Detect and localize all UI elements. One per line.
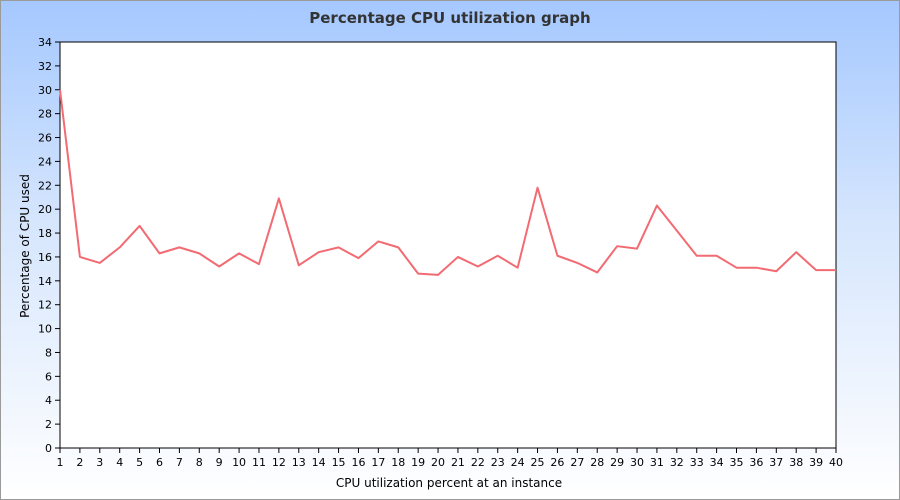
y-tick-label: 0	[45, 442, 52, 455]
x-tick-label: 11	[252, 456, 266, 469]
x-tick-label: 23	[491, 456, 505, 469]
y-tick-label: 34	[38, 36, 52, 49]
x-tick-label: 27	[570, 456, 584, 469]
y-tick-label: 30	[38, 84, 52, 97]
x-tick-label: 10	[232, 456, 246, 469]
x-tick-label: 9	[216, 456, 223, 469]
x-tick-label: 1	[57, 456, 64, 469]
x-tick-label: 36	[749, 456, 763, 469]
y-tick-label: 24	[38, 155, 52, 168]
y-tick-label: 14	[38, 275, 52, 288]
x-tick-label: 29	[610, 456, 624, 469]
x-tick-label: 15	[332, 456, 346, 469]
y-tick-label: 10	[38, 323, 52, 336]
x-axis-label: CPU utilization percent at an instance	[335, 476, 563, 490]
x-tick-label: 18	[391, 456, 405, 469]
y-tick-label: 4	[45, 394, 52, 407]
plot-area	[59, 41, 837, 449]
x-tick-label: 6	[156, 456, 163, 469]
y-tick-label: 32	[38, 60, 52, 73]
x-tick-label: 3	[96, 456, 103, 469]
y-tick-label: 16	[38, 251, 52, 264]
x-tick-label: 14	[312, 456, 326, 469]
x-tick-label: 24	[511, 456, 525, 469]
x-tick-label: 33	[690, 456, 704, 469]
x-tick-label: 31	[650, 456, 664, 469]
series-line	[59, 89, 836, 276]
x-tick-label: 2	[76, 456, 83, 469]
y-tick-label: 12	[38, 299, 52, 312]
x-tick-label: 28	[590, 456, 604, 469]
x-tick-label: 16	[351, 456, 365, 469]
x-tick-label: 7	[176, 456, 183, 469]
x-tick-label: 30	[630, 456, 644, 469]
x-tick-label: 12	[272, 456, 286, 469]
x-tick-label: 26	[550, 456, 564, 469]
x-tick-label: 38	[789, 456, 803, 469]
x-tick-label: 25	[531, 456, 545, 469]
y-tick-label: 26	[38, 132, 52, 145]
y-tick-label: 20	[38, 203, 52, 216]
x-tick-label: 40	[829, 456, 843, 469]
x-tick-label: 17	[371, 456, 385, 469]
y-tick-label: 28	[38, 108, 52, 121]
x-tick-label: 39	[809, 456, 823, 469]
x-tick-label: 22	[471, 456, 485, 469]
y-tick-label: 2	[45, 418, 52, 431]
x-tick-label: 8	[196, 456, 203, 469]
x-tick-label: 13	[292, 456, 306, 469]
x-tick-label: 34	[710, 456, 724, 469]
x-tick-label: 20	[431, 456, 445, 469]
y-tick-label: 22	[38, 179, 52, 192]
chart-title: Percentage CPU utilization graph	[309, 9, 591, 27]
x-tick-label: 4	[116, 456, 123, 469]
x-tick-label: 35	[730, 456, 744, 469]
x-tick-label: 37	[769, 456, 783, 469]
x-tick-label: 21	[451, 456, 465, 469]
x-tick-label: 32	[670, 456, 684, 469]
x-tick-label: 5	[136, 456, 143, 469]
y-tick-label: 18	[38, 227, 52, 240]
y-tick-label: 8	[45, 346, 52, 359]
y-tick-label: 6	[45, 370, 52, 383]
x-tick-label: 19	[411, 456, 425, 469]
